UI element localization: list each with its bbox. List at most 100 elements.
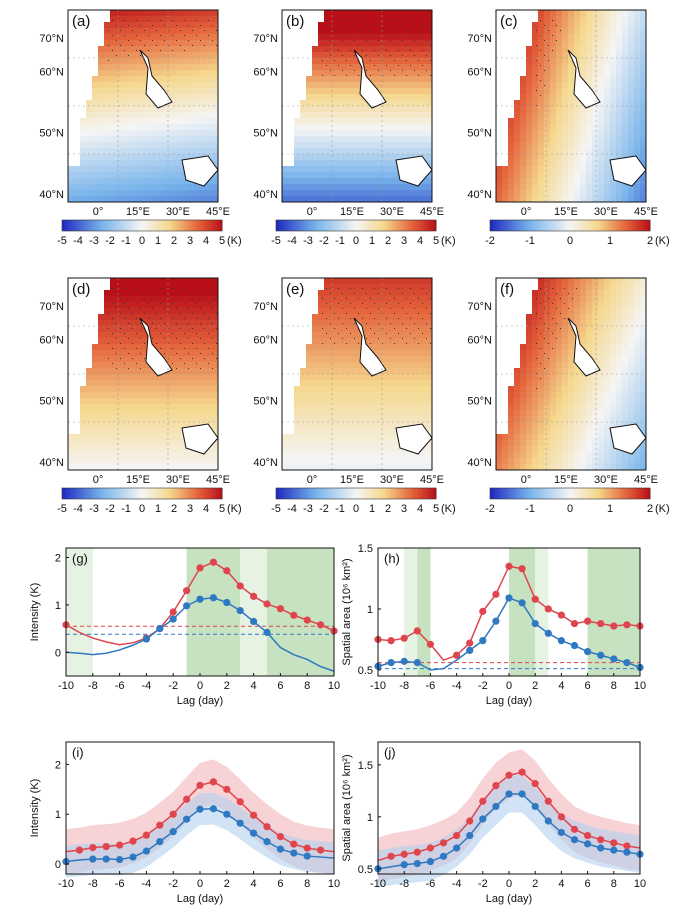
map-stipple bbox=[536, 30, 537, 31]
map-cell bbox=[372, 284, 378, 290]
map-cell bbox=[140, 422, 146, 428]
map-cell bbox=[134, 404, 140, 410]
map-cell bbox=[574, 190, 580, 196]
map-cell bbox=[152, 34, 158, 40]
map-cell bbox=[372, 344, 378, 350]
map-cell bbox=[128, 70, 134, 76]
map-cell bbox=[562, 434, 568, 440]
map-cell bbox=[110, 308, 116, 314]
map-cell bbox=[396, 52, 402, 58]
map-cell bbox=[104, 34, 110, 40]
map-cell bbox=[176, 296, 182, 302]
map-cell bbox=[336, 64, 342, 70]
map-cell bbox=[92, 422, 98, 428]
colorbar-segment bbox=[572, 220, 576, 231]
map-cell bbox=[122, 40, 128, 46]
map-cell bbox=[342, 106, 348, 112]
map-cell bbox=[68, 458, 74, 464]
colorbar-segment bbox=[88, 488, 92, 499]
map-cell bbox=[574, 434, 580, 440]
map-cell bbox=[366, 58, 372, 64]
map-stipple bbox=[208, 303, 209, 304]
map-cell bbox=[342, 320, 348, 326]
lon-label: 30°E bbox=[594, 206, 618, 218]
map-cell bbox=[200, 362, 206, 368]
map-cell bbox=[508, 148, 514, 154]
map-cell bbox=[592, 458, 598, 464]
map-cell bbox=[164, 278, 170, 284]
colorbar-segment bbox=[628, 220, 632, 231]
map-cell bbox=[336, 314, 342, 320]
map-cell bbox=[188, 284, 194, 290]
map-cell bbox=[182, 76, 188, 82]
map-cell bbox=[550, 94, 556, 100]
map-cell bbox=[176, 94, 182, 100]
map-cell bbox=[122, 302, 128, 308]
map-cell bbox=[348, 52, 354, 58]
map-cell bbox=[194, 130, 200, 136]
map-cell bbox=[128, 106, 134, 112]
map-cell bbox=[366, 118, 372, 124]
map-cell bbox=[206, 64, 212, 70]
map-cell bbox=[200, 58, 206, 64]
map-cell bbox=[170, 124, 176, 130]
map-cell bbox=[164, 160, 170, 166]
map-stipple bbox=[204, 298, 205, 299]
map-cell bbox=[110, 166, 116, 172]
map-cell bbox=[372, 172, 378, 178]
map-cell bbox=[420, 52, 426, 58]
map-cell bbox=[414, 112, 420, 118]
map-cell bbox=[152, 332, 158, 338]
map-cell bbox=[152, 398, 158, 404]
map-cell bbox=[586, 16, 592, 22]
colorbar-segment bbox=[382, 220, 386, 231]
map-cell bbox=[378, 136, 384, 142]
map-cell bbox=[532, 464, 538, 470]
colorbar-segment bbox=[200, 220, 204, 231]
map-cell bbox=[360, 16, 366, 22]
colorbar-segment bbox=[358, 488, 362, 499]
map-cell bbox=[170, 464, 176, 470]
map-cell bbox=[182, 22, 188, 28]
map-cell bbox=[158, 178, 164, 184]
map-cell bbox=[550, 82, 556, 88]
map-cell bbox=[574, 16, 580, 22]
map-cell bbox=[324, 416, 330, 422]
map-cell bbox=[538, 308, 544, 314]
map-cell bbox=[610, 10, 616, 16]
map-cell bbox=[586, 196, 592, 202]
map-cell bbox=[420, 142, 426, 148]
map-cell bbox=[378, 52, 384, 58]
map-cell bbox=[206, 398, 212, 404]
colorbar-segment bbox=[150, 220, 154, 231]
map-cell bbox=[396, 70, 402, 76]
map-cell bbox=[538, 142, 544, 148]
map-cell bbox=[616, 82, 622, 88]
map-cell bbox=[336, 374, 342, 380]
map-cell bbox=[324, 278, 330, 284]
map-cell bbox=[324, 320, 330, 326]
map-cell bbox=[200, 308, 206, 314]
map-cell bbox=[158, 314, 164, 320]
map-cell bbox=[212, 314, 218, 320]
colorbar-segment bbox=[152, 220, 156, 231]
map-stipple bbox=[398, 303, 399, 304]
map-cell bbox=[426, 410, 432, 416]
map-cell bbox=[520, 374, 526, 380]
map-cell bbox=[610, 314, 616, 320]
map-cell bbox=[616, 380, 622, 386]
map-cell bbox=[348, 118, 354, 124]
map-cell bbox=[212, 290, 218, 296]
map-stipple bbox=[212, 40, 213, 41]
map-cell bbox=[384, 22, 390, 28]
map-cell bbox=[110, 440, 116, 446]
colorbar-segment bbox=[406, 488, 410, 499]
map-cell bbox=[336, 58, 342, 64]
map-cell bbox=[604, 374, 610, 380]
map-cell bbox=[396, 130, 402, 136]
map-cell bbox=[372, 142, 378, 148]
colorbar-segment bbox=[406, 220, 410, 231]
map-cell bbox=[300, 404, 306, 410]
map-cell bbox=[538, 58, 544, 64]
map-cell bbox=[550, 308, 556, 314]
